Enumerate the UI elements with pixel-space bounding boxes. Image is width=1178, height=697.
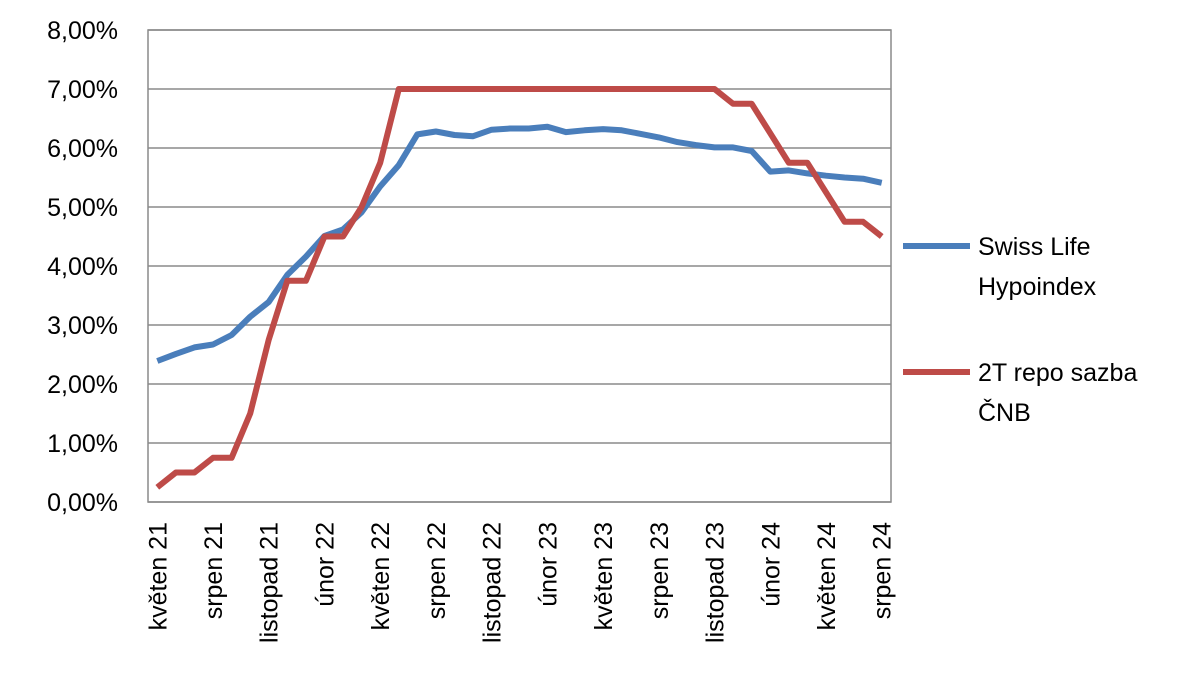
y-tick-label: 3,00% [47, 312, 118, 340]
y-tick-label: 0,00% [47, 489, 118, 517]
series-lines [155, 86, 884, 490]
y-tick-label: 4,00% [47, 253, 118, 281]
y-tick-label: 5,00% [47, 194, 118, 222]
legend: Swiss Life Hypoindex 2T repo sazba ČNB [903, 233, 1137, 427]
x-tick-label: srpen 22 [423, 522, 451, 619]
y-axis-tick-labels: 0,00% 1,00% 2,00% 3,00% 4,00% 5,00% 6,00% 7,00%… [47, 17, 118, 517]
legend-label-2: ČNB [978, 398, 1031, 427]
x-tick-label: únor 22 [311, 522, 339, 607]
y-tick-label: 7,00% [47, 76, 118, 104]
x-tick-label: únor 24 [757, 522, 785, 607]
legend-label-2: 2T repo sazba [978, 359, 1137, 387]
series-line-1 [156, 123, 883, 364]
x-tick-label: květen 23 [590, 522, 618, 630]
grid-lines [147, 29, 892, 503]
x-tick-label: srpen 24 [869, 522, 897, 619]
x-axis-tick-labels: květen 21 srpen 21 listopad 21 únor 22 květe… [144, 522, 896, 643]
series-line-2 [155, 86, 884, 490]
legend-label-1: Swiss Life [978, 233, 1091, 261]
x-tick-label: srpen 21 [200, 522, 228, 619]
x-tick-label: listopad 22 [479, 522, 507, 643]
x-tick-label: srpen 23 [646, 522, 674, 619]
x-tick-label: květen 22 [367, 522, 395, 630]
x-tick-label: únor 23 [534, 522, 562, 607]
plot-frame [147, 29, 892, 503]
y-tick-label: 1,00% [47, 430, 118, 458]
x-tick-label: listopad 21 [256, 522, 284, 643]
legend-label-1: Hypoindex [978, 273, 1097, 301]
x-tick-label: květen 21 [144, 522, 172, 630]
x-tick-label: listopad 23 [702, 522, 730, 643]
x-tick-label: květen 24 [813, 522, 841, 631]
y-tick-label: 8,00% [47, 17, 118, 45]
y-tick-label: 6,00% [47, 135, 118, 163]
y-tick-label: 2,00% [47, 371, 118, 399]
